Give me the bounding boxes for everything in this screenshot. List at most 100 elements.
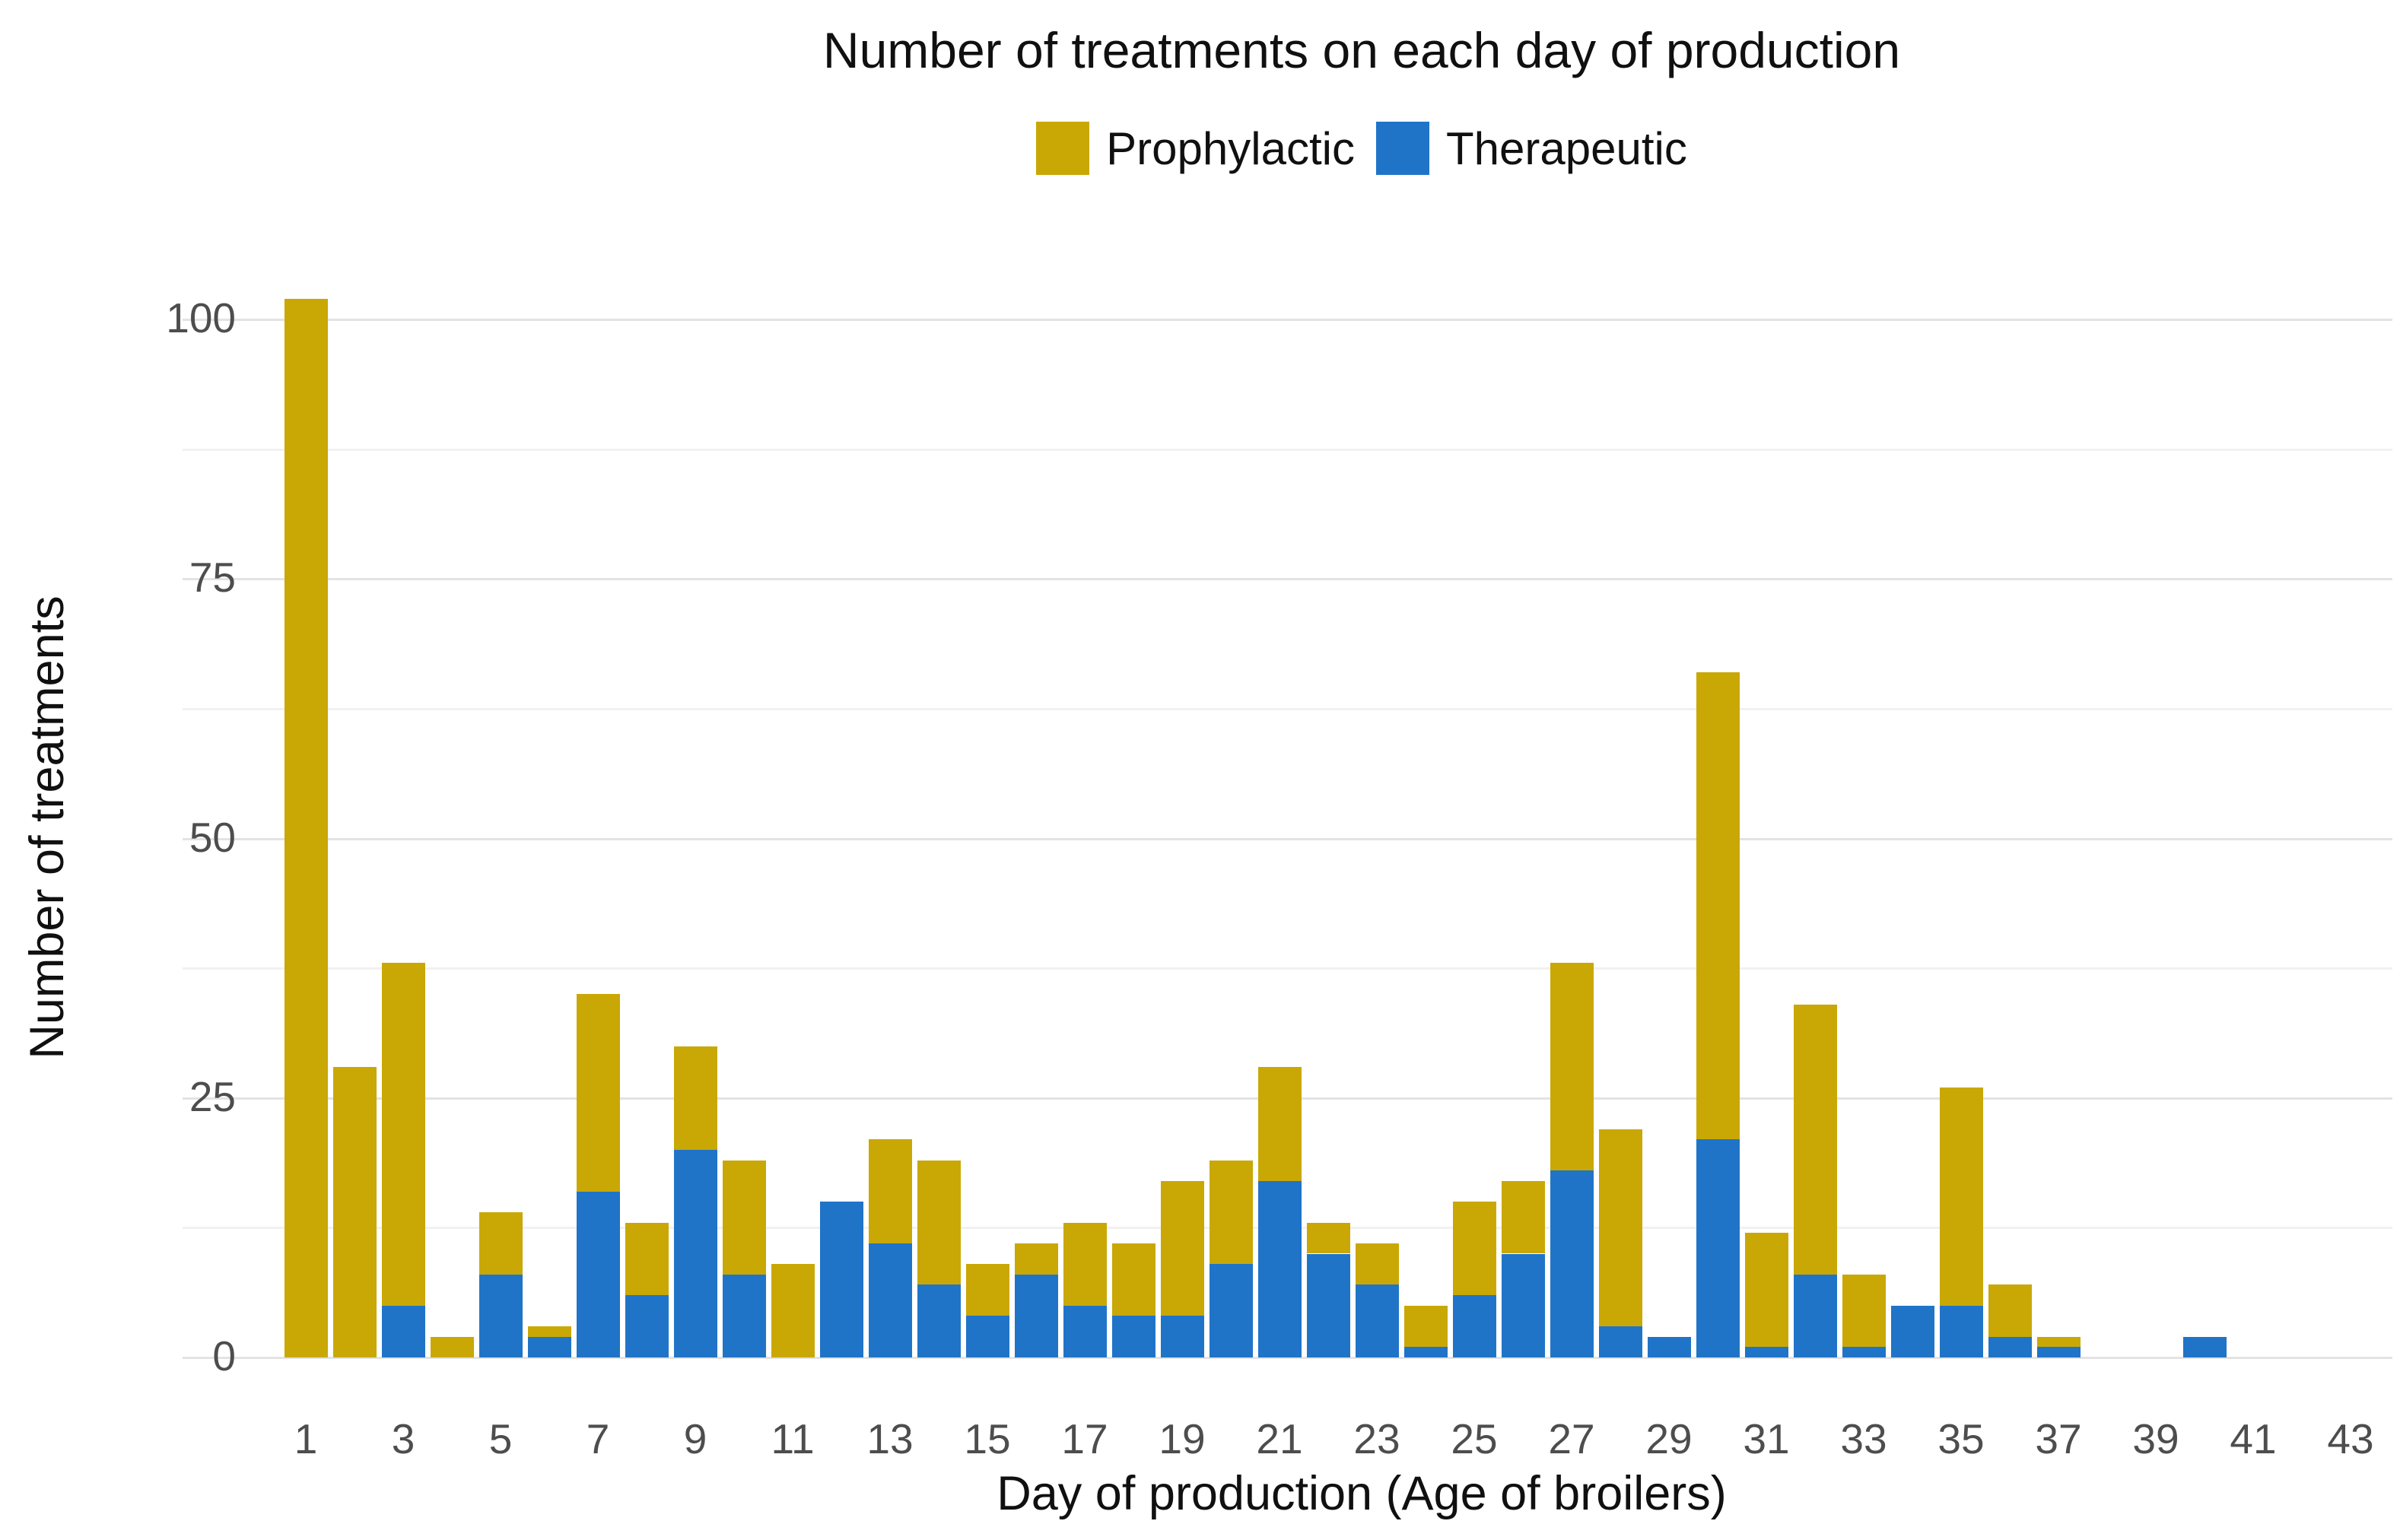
prophylactic-bar-segment (966, 1264, 1009, 1316)
therapeutic-bar-segment (625, 1295, 669, 1357)
major-gridline (183, 578, 2392, 581)
y-tick-label: 50 (189, 813, 236, 861)
therapeutic-bar-segment (917, 1284, 961, 1357)
therapeutic-bar-segment (723, 1274, 766, 1357)
therapeutic-bar-segment (966, 1316, 1009, 1357)
x-tick-label: 39 (2132, 1415, 2179, 1462)
therapeutic-bar-segment (1794, 1274, 1837, 1357)
x-axis-title: Day of production (Age of broilers) (997, 1467, 1727, 1520)
y-tick-label: 100 (166, 294, 236, 341)
therapeutic-bar-segment (1112, 1316, 1155, 1357)
prophylactic-bar-segment (1161, 1180, 1204, 1316)
prophylactic-bar-segment (1550, 963, 1594, 1171)
prophylactic-bar-segment (1015, 1243, 1058, 1275)
prophylactic-bar-segment (479, 1211, 523, 1275)
major-gridline (183, 319, 2392, 321)
y-tick-label: 75 (189, 554, 236, 602)
x-tick-label: 13 (866, 1415, 914, 1462)
prophylactic-bar-segment (1745, 1233, 1788, 1348)
x-tick-label: 1 (294, 1415, 318, 1462)
x-tick-label: 11 (771, 1415, 815, 1462)
prophylactic-bar-segment (674, 1046, 717, 1150)
therapeutic-bar-segment (382, 1305, 425, 1357)
x-tick-label: 27 (1548, 1415, 1595, 1462)
therapeutic-bar-segment (1648, 1336, 1691, 1357)
therapeutic-bar-segment (1404, 1347, 1448, 1357)
minor-gridline (183, 448, 2392, 451)
therapeutic-bar-segment (1842, 1347, 1886, 1357)
therapeutic-bar-segment (1940, 1305, 1983, 1357)
prophylactic-bar-segment (431, 1336, 474, 1357)
prophylactic-bar-segment (917, 1160, 961, 1285)
prophylactic-bar-segment (1696, 672, 1740, 1140)
x-tick-label: 17 (1061, 1415, 1108, 1462)
x-tick-label: 29 (1645, 1415, 1693, 1462)
prophylactic-bar-segment (1502, 1180, 1545, 1254)
x-tick-label: 43 (2327, 1415, 2374, 1462)
y-tick-label: 25 (189, 1072, 236, 1120)
legend-item-prophylactic: Prophylactic (1036, 122, 1355, 175)
legend-label-prophylactic: Prophylactic (1106, 122, 1355, 174)
therapeutic-bar-segment (1258, 1180, 1302, 1357)
major-gridline (183, 837, 2392, 840)
prophylactic-bar-segment (285, 298, 328, 1357)
therapeutic-bar-segment (1015, 1274, 1058, 1357)
therapeutic-bar-segment (1307, 1253, 1350, 1357)
x-tick-label: 23 (1353, 1415, 1400, 1462)
prophylactic-bar-segment (1794, 1004, 1837, 1275)
x-tick-label: 35 (1937, 1415, 1985, 1462)
therapeutic-bar-segment (1356, 1284, 1399, 1357)
therapeutic-bar-segment (1063, 1305, 1107, 1357)
prophylactic-bar-segment (1404, 1305, 1448, 1348)
therapeutic-bar-segment (2037, 1347, 2081, 1357)
legend-item-therapeutic: Therapeutic (1375, 122, 1687, 175)
prophylactic-bar-segment (625, 1222, 669, 1296)
prophylactic-bar-segment (1210, 1160, 1253, 1265)
prophylactic-bar-segment (528, 1326, 571, 1337)
prophylactic-bar-segment (2037, 1336, 2081, 1348)
minor-gridline (183, 967, 2392, 970)
therapeutic-bar-segment (674, 1150, 717, 1357)
x-tick-label: 25 (1451, 1415, 1498, 1462)
prophylactic-bar-segment (577, 994, 620, 1192)
legend-label-therapeutic: Therapeutic (1445, 122, 1687, 174)
therapeutic-bar-segment (1696, 1139, 1740, 1357)
prophylactic-bar-segment (1307, 1222, 1350, 1254)
prophylactic-bar-segment (771, 1264, 815, 1357)
x-tick-label: 3 (391, 1415, 415, 1462)
therapeutic-bar-segment (1599, 1326, 1642, 1357)
y-tick-label: 0 (212, 1332, 236, 1380)
prophylactic-bar-segment (333, 1066, 377, 1357)
therapeutic-bar-segment (2183, 1336, 2227, 1357)
x-tick-label: 33 (1840, 1415, 1887, 1462)
prophylactic-bar-segment (1940, 1088, 1983, 1306)
x-tick-label: 31 (1743, 1415, 1790, 1462)
therapeutic-bar-segment (1988, 1336, 2032, 1357)
prophylactic-bar-segment (869, 1139, 912, 1243)
therapeutic-bar-segment (1891, 1305, 1934, 1357)
x-tick-label: 19 (1159, 1415, 1206, 1462)
y-axis-title: Number of treatments (21, 595, 74, 1059)
prophylactic-bar-segment (382, 963, 425, 1306)
therapeutic-bar-segment (479, 1274, 523, 1357)
therapeutic-bar-segment (820, 1202, 863, 1357)
therapeutic-bar-segment (1453, 1295, 1496, 1357)
therapeutic-bar-segment (1161, 1316, 1204, 1357)
x-tick-label: 15 (964, 1415, 1011, 1462)
prophylactic-bar-segment (723, 1160, 766, 1275)
therapeutic-bar-segment (1745, 1347, 1788, 1357)
legend: Prophylactic Therapeutic (0, 122, 2400, 175)
prophylactic-bar-segment (1842, 1274, 1886, 1348)
prophylactic-bar-segment (1112, 1243, 1155, 1316)
prophylactic-bar-segment (1599, 1129, 1642, 1327)
therapeutic-bar-segment (869, 1243, 912, 1357)
prophylactic-bar-segment (1063, 1222, 1107, 1306)
chart-title: Number of treatments on each day of prod… (822, 22, 1901, 78)
therapeutic-bar-segment (577, 1191, 620, 1357)
major-gridline (183, 1357, 2392, 1359)
prophylactic-bar-segment (1988, 1284, 2032, 1337)
prophylactic-bar-segment (1453, 1202, 1496, 1296)
therapeutic-swatch (1375, 122, 1429, 175)
